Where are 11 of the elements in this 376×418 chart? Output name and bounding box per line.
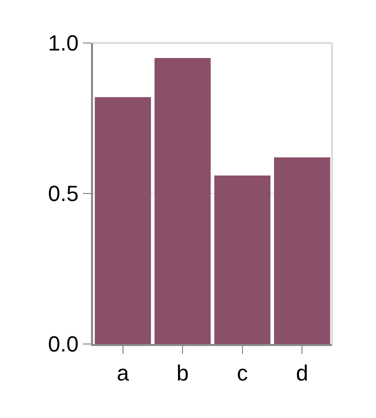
- bar: [274, 157, 330, 344]
- bar: [214, 175, 270, 344]
- bar: [154, 58, 211, 344]
- y-tick-label: 0.0: [48, 332, 79, 357]
- x-tick-label: b: [176, 360, 189, 386]
- x-tick-label: a: [116, 360, 130, 386]
- y-tick-label: 0.5: [48, 181, 79, 206]
- y-tick-label: 1.0: [48, 30, 79, 56]
- x-tick-label: d: [296, 360, 308, 386]
- bar: [94, 97, 151, 344]
- x-tick-label: c: [236, 360, 248, 386]
